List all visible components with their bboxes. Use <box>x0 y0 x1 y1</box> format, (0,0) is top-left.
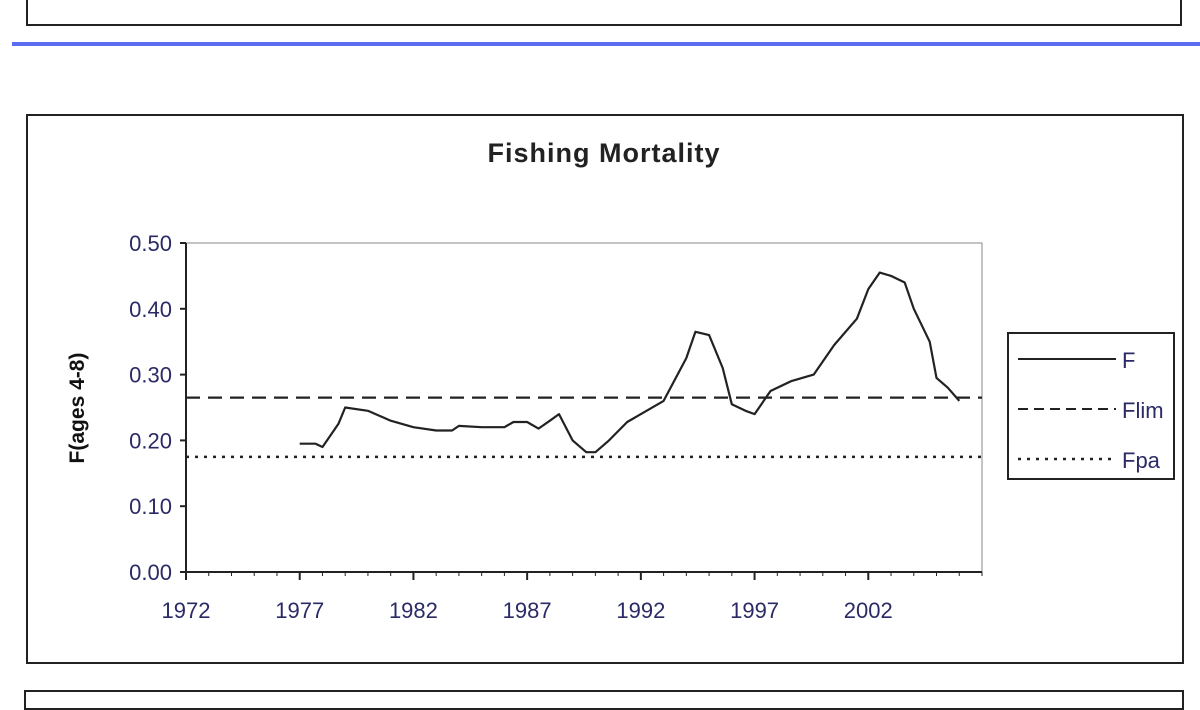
legend-label-flim: Flim <box>1122 398 1164 423</box>
y-tick-label: 0.40 <box>129 297 172 322</box>
y-axis-label: F(ages 4-8) <box>66 353 89 464</box>
x-tick-label: 1987 <box>503 598 552 623</box>
chart-title: Fishing Mortality <box>488 138 721 168</box>
x-tick-label: 1977 <box>275 598 324 623</box>
y-tick-label: 0.50 <box>129 231 172 256</box>
y-tick-label: 0.00 <box>129 560 172 585</box>
legend-label-f: F <box>1122 348 1135 373</box>
plot-area <box>185 242 983 573</box>
previous-panel-frame <box>26 0 1182 26</box>
x-tick-label: 2002 <box>844 598 893 623</box>
x-tick-label: 1997 <box>730 598 779 623</box>
y-tick-label: 0.30 <box>129 363 172 388</box>
series-line-f <box>299 271 961 454</box>
x-tick-label: 1992 <box>616 598 665 623</box>
section-divider <box>12 42 1200 46</box>
legend-label-fpa: Fpa <box>1122 448 1161 473</box>
x-tick-label: 1972 <box>162 598 211 623</box>
y-tick-label: 0.10 <box>129 494 172 519</box>
y-tick-label: 0.20 <box>129 428 172 453</box>
legend-box <box>1007 332 1175 480</box>
x-tick-label: 1982 <box>389 598 438 623</box>
